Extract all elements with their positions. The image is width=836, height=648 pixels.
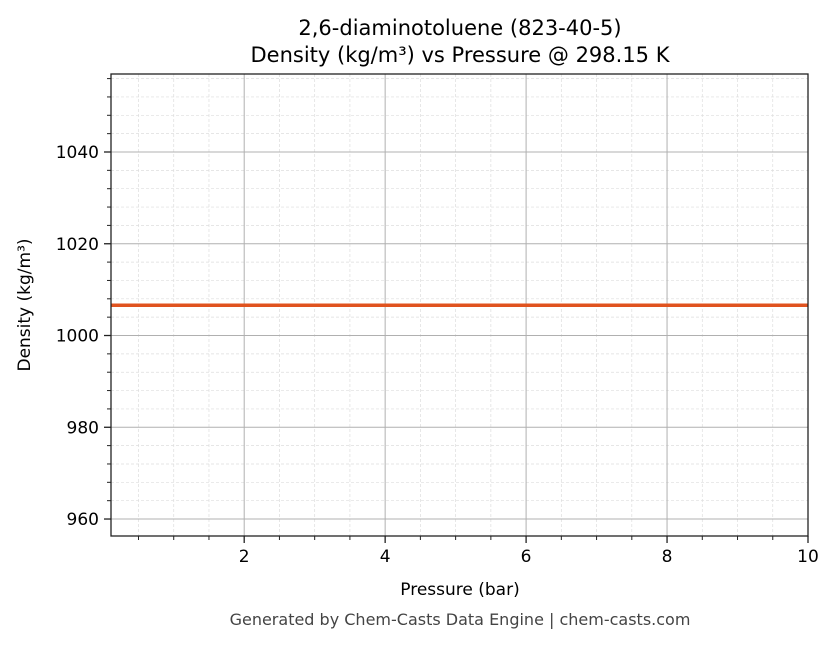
x-tick-label: 4 — [380, 547, 391, 567]
chart-subtitle: Density (kg/m³) vs Pressure @ 298.15 K — [250, 43, 670, 67]
x-tick-label: 2 — [239, 547, 250, 567]
x-tick-label: 8 — [662, 547, 673, 567]
x-tick-label: 10 — [797, 547, 819, 567]
y-axis-label: Density (kg/m³) — [15, 238, 35, 371]
footer-credit: Generated by Chem-Casts Data Engine | ch… — [230, 610, 691, 629]
y-tick-label: 960 — [67, 510, 99, 530]
chart-title: 2,6-diaminotoluene (823-40-5) — [298, 16, 621, 40]
plot-frame — [110, 73, 809, 537]
y-tick-label: 1040 — [56, 143, 99, 163]
x-tick-label: 6 — [521, 547, 532, 567]
ticks: 2 4 6 8 10 960 980 1000 1020 1040 — [56, 78, 819, 567]
x-axis-label: Pressure (bar) — [400, 580, 519, 600]
y-tick-label: 1000 — [56, 327, 99, 347]
y-tick-label: 980 — [67, 418, 99, 438]
y-tick-label: 1020 — [56, 235, 99, 255]
